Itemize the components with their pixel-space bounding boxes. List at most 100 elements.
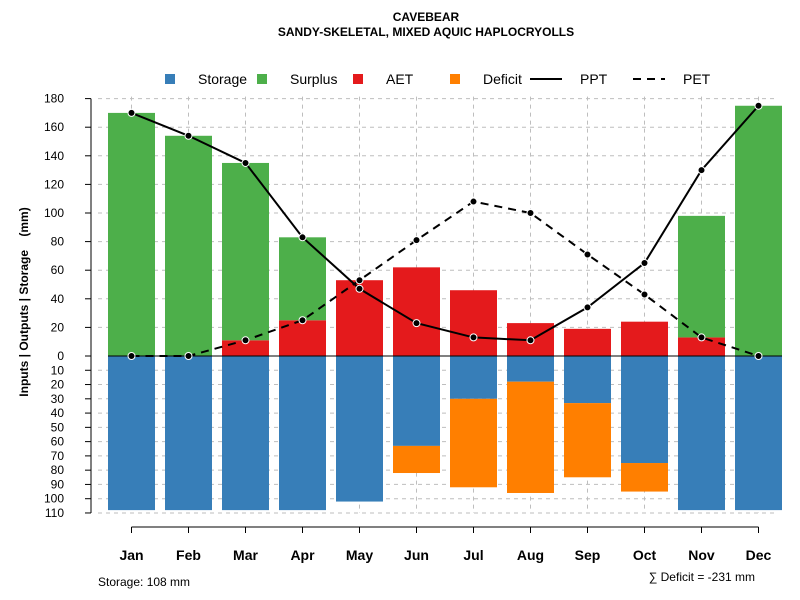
deficit-bar-sep (564, 403, 611, 478)
storage-footnote: Storage: 108 mm (98, 575, 190, 589)
ppt-point-dec (754, 101, 763, 110)
y-axis-label: Inputs | Outputs | Storage (mm) (17, 207, 31, 396)
legend-label-ppt: PPT (580, 71, 608, 87)
y-tick-label: 40 (51, 292, 65, 306)
deficit-bar-jul (450, 398, 497, 488)
x-tick-label: Feb (176, 547, 201, 563)
pet-point-sep (583, 250, 592, 259)
pet-point-aug (526, 209, 535, 217)
aet-bar-nov (678, 337, 725, 356)
legend-entry-ppt: PPT (530, 71, 608, 87)
pet-point-jun (412, 236, 421, 245)
x-tick-label: Sep (575, 547, 601, 563)
aet-bar-sep (564, 328, 611, 356)
x-tick-label: Jul (463, 547, 483, 563)
x-tick-label: May (346, 547, 373, 563)
chart-subtitle: SANDY-SKELETAL, MIXED AQUIC HAPLOCRYOLLS (278, 25, 574, 39)
y-tick-label: 90 (51, 477, 65, 491)
y-tick-label: 10 (51, 363, 65, 377)
legend-label-surplus: Surplus (290, 71, 337, 87)
y-tick-label: 50 (51, 420, 65, 434)
legend-label-storage: Storage (198, 71, 247, 87)
x-tick-label: Apr (290, 547, 315, 563)
y-tick-label: 180 (44, 92, 64, 106)
y-tick-label: 60 (51, 435, 65, 449)
x-tick-label: Mar (233, 547, 258, 563)
legend-label-aet: AET (386, 71, 414, 87)
y-tick-label: 30 (51, 392, 65, 406)
legend-label-pet: PET (683, 71, 711, 87)
storage-bar-may (336, 356, 383, 502)
y-tick-label: 140 (44, 149, 64, 163)
ppt-point-feb (184, 131, 193, 140)
y-tick-label: 80 (51, 235, 65, 249)
surplus-swatch (257, 74, 267, 84)
pet-point-may (355, 276, 364, 285)
ppt-point-sep (583, 303, 592, 312)
pet-point-apr (298, 316, 307, 325)
pet-point-feb (184, 352, 193, 360)
y-tick-label: 70 (51, 449, 65, 463)
ppt-point-jul (469, 333, 478, 342)
y-tick-label: 100 (44, 206, 64, 220)
surplus-bar-feb (165, 135, 212, 356)
deficit-swatch (450, 74, 460, 84)
y-tick-label: 160 (44, 120, 64, 134)
storage-bar-oct (621, 356, 668, 464)
surplus-bar-dec (735, 105, 782, 356)
legend-entry-aet: AET (353, 71, 414, 87)
ppt-point-oct (640, 259, 649, 268)
y-tick-label: 20 (51, 378, 65, 392)
storage-bar-sep (564, 356, 611, 404)
pet-point-jul (469, 197, 478, 206)
storage-bar-dec (735, 356, 782, 511)
legend-entry-deficit: Deficit (450, 71, 522, 87)
pet-point-nov (697, 333, 706, 342)
deficit-footnote: ∑ Deficit = -231 mm (649, 570, 755, 584)
storage-bar-jul (450, 356, 497, 399)
storage-bar-jun (393, 356, 440, 446)
x-tick-label: Jan (119, 547, 143, 563)
storage-bar-jan (108, 356, 155, 511)
legend-entry-surplus: Surplus (257, 71, 337, 87)
x-tick-label: Oct (633, 547, 657, 563)
y-tick-label: 120 (44, 177, 64, 191)
ppt-line (131, 105, 760, 342)
ppt-point-apr (298, 233, 307, 242)
pet-line (131, 200, 759, 357)
deficit-bar-jun (393, 445, 440, 474)
ppt-point-jun (412, 319, 421, 328)
y-tick-label: 60 (51, 263, 65, 277)
x-tick-label: Aug (517, 547, 544, 563)
aet-bar-oct (621, 321, 668, 356)
legend-entry-pet: PET (633, 71, 711, 87)
y-tick-label: 40 (51, 406, 65, 420)
bars (108, 105, 782, 511)
pet-point-jan (127, 352, 136, 360)
storage-bar-aug (507, 356, 554, 382)
chart-title: CAVEBEAR (393, 10, 460, 24)
y-tick-label: 80 (51, 463, 65, 477)
y-tick-label: 20 (51, 320, 65, 334)
aet-swatch (353, 74, 363, 84)
storage-bar-nov (678, 356, 725, 511)
legend-label-deficit: Deficit (483, 71, 522, 87)
aet-bar-may (336, 280, 383, 356)
points (127, 101, 763, 360)
storage-swatch (165, 74, 175, 84)
axes: 0204060801001201401601801020304050607080… (44, 92, 772, 563)
storage-bar-apr (279, 356, 326, 511)
surplus-bar-mar (222, 162, 269, 341)
pet-point-mar (241, 336, 250, 345)
surplus-bar-jan (108, 112, 155, 357)
aet-bar-jul (450, 290, 497, 356)
storage-bar-feb (165, 356, 212, 511)
ppt-point-may (355, 284, 364, 293)
ppt-point-nov (697, 166, 706, 175)
deficit-bar-oct (621, 463, 668, 492)
legend-entry-storage: Storage (165, 71, 247, 87)
ppt-point-jan (127, 108, 136, 117)
pet-point-oct (640, 290, 649, 299)
ppt-point-mar (241, 158, 250, 167)
y-tick-label: 100 (44, 492, 64, 506)
